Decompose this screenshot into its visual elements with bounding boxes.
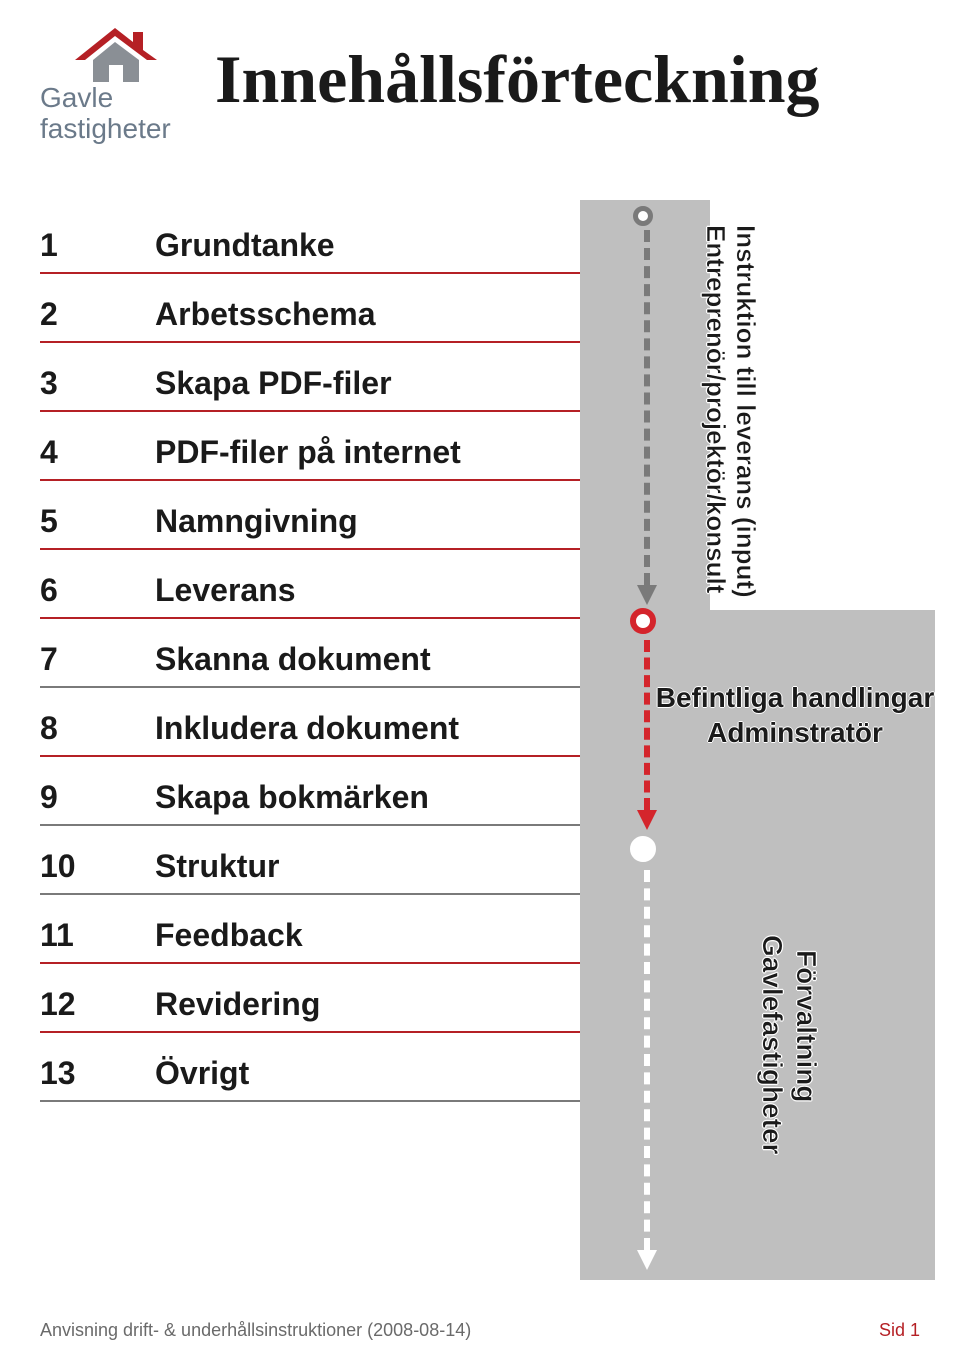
toc-row: 5Namngivning <box>40 481 580 550</box>
side-label-1a: Instruktion till leverans (input) <box>730 225 761 598</box>
toc-row: 7Skanna dokument <box>40 619 580 688</box>
toc-label: Feedback <box>155 917 303 954</box>
logo-text-line2: fastigheter <box>40 113 171 144</box>
logo: Gavle fastigheter <box>40 20 190 145</box>
toc-row: 13Övrigt <box>40 1033 580 1102</box>
logo-text-line1: Gavle <box>40 82 113 113</box>
toc-label: Skapa bokmärken <box>155 779 429 816</box>
toc-list: 1Grundtanke2Arbetsschema3Skapa PDF-filer… <box>40 205 580 1102</box>
toc-label: Leverans <box>155 572 296 609</box>
toc-label: Inkludera dokument <box>155 710 459 747</box>
footer-left: Anvisning drift- & underhållsinstruktion… <box>40 1320 471 1341</box>
toc-num: 3 <box>40 365 155 402</box>
logo-text: Gavle fastigheter <box>40 83 190 145</box>
toc-row: 2Arbetsschema <box>40 274 580 343</box>
toc-num: 6 <box>40 572 155 609</box>
toc-num: 2 <box>40 296 155 333</box>
toc-row: 1Grundtanke <box>40 205 580 274</box>
toc-label: PDF-filer på internet <box>155 434 461 471</box>
toc-row: 11Feedback <box>40 895 580 964</box>
side-label-2: Befintliga handlingar Adminstratör <box>655 680 935 750</box>
toc-label: Revidering <box>155 986 320 1023</box>
toc-label: Arbetsschema <box>155 296 376 333</box>
toc-label: Namngivning <box>155 503 358 540</box>
toc-row: 12Revidering <box>40 964 580 1033</box>
footer-right: Sid 1 <box>879 1320 920 1341</box>
toc-row: 8Inkludera dokument <box>40 688 580 757</box>
side-label-1b: Entreprenör/projektör/konsult <box>700 225 731 593</box>
toc-num: 8 <box>40 710 155 747</box>
logo-icon <box>65 20 175 80</box>
page-title: Innehållsförteckning <box>215 40 820 119</box>
side-label-2a: Befintliga handlingar <box>656 682 934 713</box>
toc-row: 3Skapa PDF-filer <box>40 343 580 412</box>
toc-label: Grundtanke <box>155 227 335 264</box>
toc-num: 10 <box>40 848 155 885</box>
side-label-3b: Gavlefastigheter <box>756 935 788 1154</box>
toc-label: Övrigt <box>155 1055 249 1092</box>
toc-num: 4 <box>40 434 155 471</box>
toc-label: Struktur <box>155 848 279 885</box>
toc-row: 4PDF-filer på internet <box>40 412 580 481</box>
toc-num: 7 <box>40 641 155 678</box>
toc-row: 9Skapa bokmärken <box>40 757 580 826</box>
toc-row: 10Struktur <box>40 826 580 895</box>
toc-num: 5 <box>40 503 155 540</box>
side-label-2b: Adminstratör <box>707 717 883 748</box>
toc-num: 13 <box>40 1055 155 1092</box>
toc-row: 6Leverans <box>40 550 580 619</box>
toc-num: 1 <box>40 227 155 264</box>
side-label-3a: Förvaltning <box>790 950 822 1102</box>
toc-num: 11 <box>40 917 155 954</box>
toc-label: Skanna dokument <box>155 641 431 678</box>
toc-num: 12 <box>40 986 155 1023</box>
toc-num: 9 <box>40 779 155 816</box>
footer: Anvisning drift- & underhållsinstruktion… <box>40 1320 920 1341</box>
toc-label: Skapa PDF-filer <box>155 365 392 402</box>
